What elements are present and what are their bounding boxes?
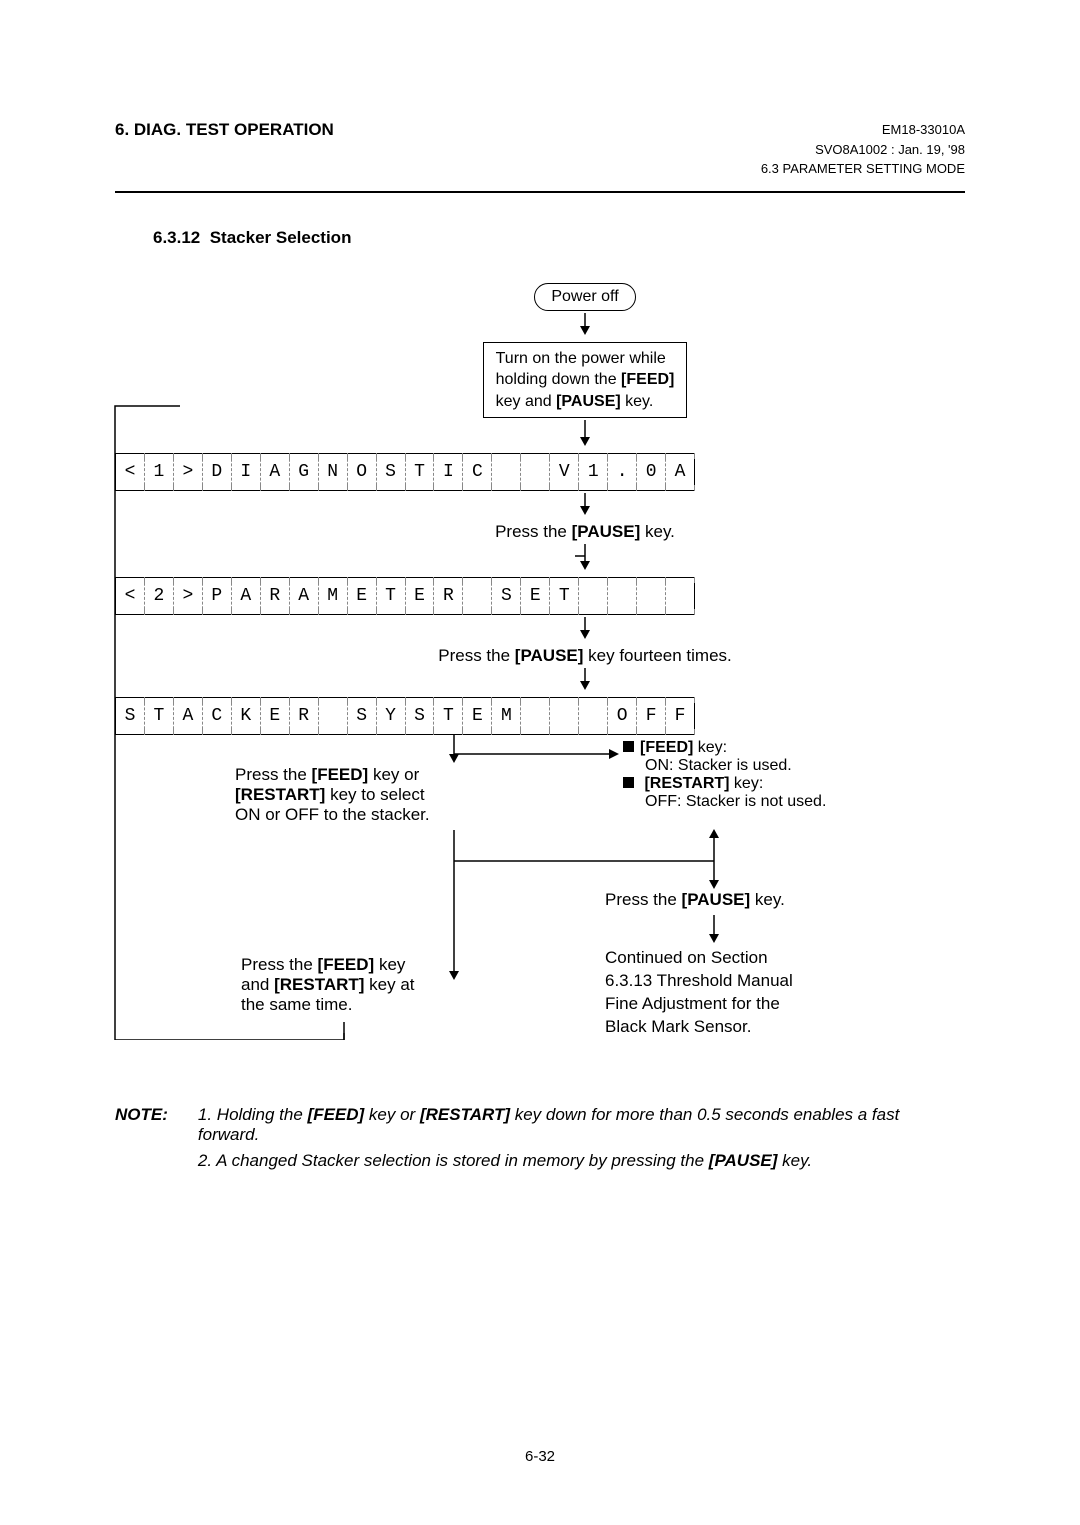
lcd-cell: O	[348, 454, 377, 490]
section-name: Stacker Selection	[210, 228, 352, 247]
lcd-cell	[463, 578, 492, 614]
lcd-cell	[579, 578, 608, 614]
section-title: 6.3.12 Stacker Selection	[153, 228, 965, 248]
lcd-cell: M	[492, 698, 521, 734]
lcd-cell: T	[434, 698, 463, 734]
lcd-cell	[637, 578, 666, 614]
press-pause-text-2: Press the [PAUSE] key.	[605, 890, 785, 910]
lcd-cell: S	[377, 454, 406, 490]
lcd-cell: .	[608, 454, 637, 490]
lcd-cell: E	[406, 578, 435, 614]
arrow-icon	[579, 313, 591, 335]
lcd-cell: T	[550, 578, 579, 614]
lcd-cell: F	[637, 698, 666, 734]
lcd-cell	[492, 454, 521, 490]
square-bullet-icon	[623, 741, 634, 752]
lcd-cell	[579, 698, 608, 734]
key-legend: [FEED] key: ON: Stacker is used. [RESTAR…	[623, 739, 903, 811]
lcd-cell: E	[348, 578, 377, 614]
lcd-cell	[550, 698, 579, 734]
doc-date: SVO8A1002 : Jan. 19, '98	[761, 140, 965, 160]
arrow-icon	[575, 544, 595, 570]
note-body: 1. Holding the [FEED] key or [RESTART] k…	[198, 1105, 965, 1171]
header-rule	[115, 191, 965, 193]
lcd-cell: E	[521, 578, 550, 614]
page-number: 6-32	[0, 1448, 1080, 1465]
note-block: NOTE: 1. Holding the [FEED] key or [REST…	[115, 1105, 965, 1171]
lcd-cell	[521, 698, 550, 734]
arrow-icon	[579, 668, 591, 690]
lcd-cell: E	[463, 698, 492, 734]
lcd-cell	[521, 454, 550, 490]
lcd-cell: A	[666, 454, 694, 490]
arrow-icon	[579, 420, 591, 446]
lcd-cell: R	[434, 578, 463, 614]
loop-line	[112, 400, 348, 1040]
doc-id: EM18-33010A	[761, 120, 965, 140]
lcd-cell	[666, 578, 694, 614]
continued-text: Continued on Section 6.3.13 Threshold Ma…	[605, 947, 793, 1039]
arrow-icon	[708, 915, 720, 943]
note-label: NOTE:	[115, 1105, 168, 1171]
lcd-cell: S	[348, 698, 377, 734]
lcd-cell: S	[406, 698, 435, 734]
line-icon	[338, 1022, 350, 1044]
lcd-cell: C	[463, 454, 492, 490]
arrow-icon	[708, 861, 720, 889]
lcd-cell: 0	[637, 454, 666, 490]
arrow-icon	[454, 855, 714, 867]
lcd-cell	[608, 578, 637, 614]
lcd-cell: O	[608, 698, 637, 734]
lcd-cell: 1	[579, 454, 608, 490]
doc-section: 6.3 PARAMETER SETTING MODE	[761, 159, 965, 179]
header-right: EM18-33010A SVO8A1002 : Jan. 19, '98 6.3…	[761, 120, 965, 179]
arrow-icon	[708, 829, 720, 861]
lcd-cell: T	[377, 578, 406, 614]
lcd-cell: T	[406, 454, 435, 490]
power-off-node: Power off	[534, 283, 635, 311]
arrow-icon	[579, 617, 591, 639]
flowchart: Power off Turn on the power while holdin…	[115, 283, 965, 1056]
lcd-cell: V	[550, 454, 579, 490]
arrow-icon	[579, 493, 591, 515]
square-bullet-icon	[623, 777, 634, 788]
lcd-cell: Y	[377, 698, 406, 734]
turn-on-node: Turn on the power while holding down the…	[483, 342, 688, 419]
lcd-cell: S	[492, 578, 521, 614]
lcd-cell: F	[666, 698, 694, 734]
section-number: 6.3.12	[153, 228, 200, 247]
lcd-cell: I	[434, 454, 463, 490]
arrow-icon	[454, 748, 619, 760]
header-left: 6. DIAG. TEST OPERATION	[115, 120, 334, 140]
